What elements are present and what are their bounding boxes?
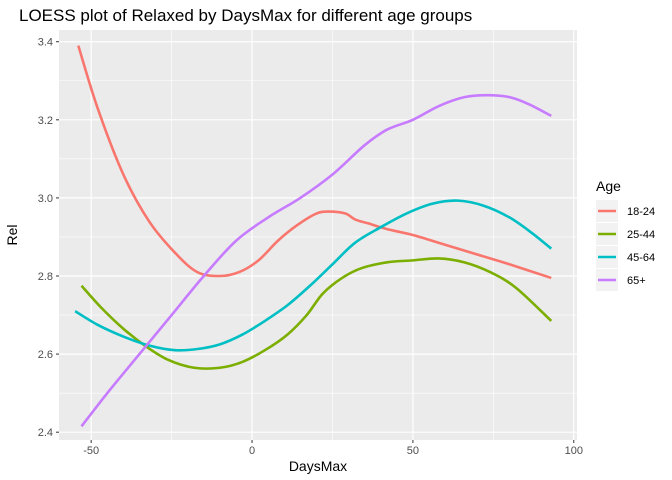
y-axis-title: Rel — [4, 224, 20, 245]
y-tick-label: 3.2 — [38, 115, 53, 127]
legend-title: Age — [596, 178, 621, 194]
y-tick-label: 2.6 — [38, 349, 53, 361]
x-tick-label: -50 — [83, 445, 99, 457]
legend-label-65+: 65+ — [627, 275, 646, 287]
x-axis-title: DaysMax — [289, 458, 347, 474]
y-tick-label: 3.0 — [38, 193, 53, 205]
x-tick-label: 0 — [249, 445, 255, 457]
plot-panel — [59, 30, 577, 440]
y-tick-label: 2.4 — [38, 427, 53, 439]
series-line-45-64 — [74, 199, 553, 352]
series-line-25-44 — [80, 257, 553, 370]
legend-label-18-24: 18-24 — [627, 206, 655, 218]
y-axis-ticks: 2.4 2.6 2.8 3.0 3.2 3.4 — [38, 37, 59, 439]
legend-label-45-64: 45-64 — [627, 252, 655, 264]
legend-label-25-44: 25-44 — [627, 229, 655, 241]
y-tick-label: 3.4 — [38, 37, 53, 49]
major-gridlines — [59, 30, 577, 440]
x-axis-ticks: -50 0 50 100 — [83, 440, 583, 457]
series-line-65+ — [80, 93, 552, 428]
y-tick-label: 2.8 — [38, 271, 53, 283]
minor-gridlines — [59, 30, 577, 440]
x-tick-label: 50 — [407, 445, 419, 457]
series-lines — [74, 45, 553, 428]
x-tick-label: 100 — [565, 445, 583, 457]
legend: Age 18-24 25-44 45-64 65+ — [596, 178, 655, 291]
chart-title: LOESS plot of Relaxed by DaysMax for dif… — [19, 6, 472, 25]
series-line-18-24 — [77, 45, 552, 280]
